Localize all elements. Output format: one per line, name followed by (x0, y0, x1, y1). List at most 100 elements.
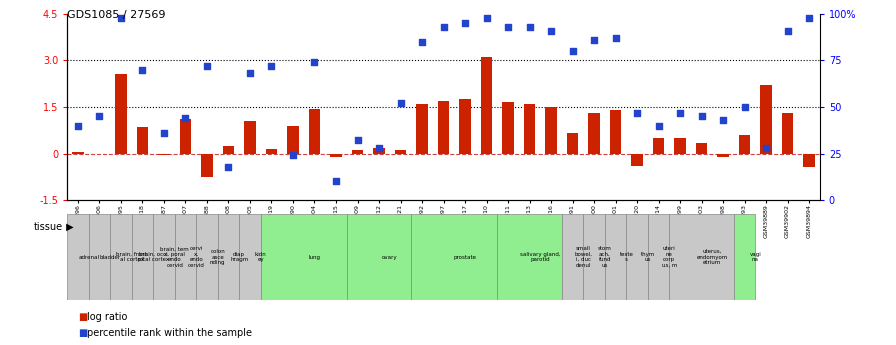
Bar (566, 133, 579, 154)
Point (243, 71, 257, 76)
Bar (330, 154, 342, 157)
Text: lung: lung (308, 255, 321, 259)
Point (479, 15, 494, 20)
Bar (158, 154, 170, 155)
Point (544, 28, 558, 33)
Point (329, 179, 343, 184)
Bar (562, 214, 583, 300)
Point (522, 24, 537, 30)
Bar (803, 154, 815, 168)
Text: stom
ach,
fund
us: stom ach, fund us (598, 246, 612, 268)
Bar (175, 214, 196, 300)
Point (221, 164, 236, 169)
Point (393, 100, 408, 106)
Bar (416, 104, 428, 154)
Bar (218, 214, 239, 300)
Bar (609, 110, 622, 154)
Text: diap
hragm: diap hragm (230, 252, 248, 262)
Point (716, 117, 730, 123)
Bar (347, 214, 411, 300)
Bar (734, 214, 755, 300)
Point (178, 115, 193, 121)
Bar (717, 154, 729, 157)
Bar (179, 119, 192, 154)
Bar (459, 99, 471, 154)
Point (458, 20, 472, 26)
Text: uteri
ne
corp
us, m: uteri ne corp us, m (661, 246, 677, 268)
Bar (674, 138, 686, 154)
Text: thym
us: thym us (641, 252, 655, 262)
Bar (373, 148, 385, 154)
Point (565, 48, 580, 54)
Bar (72, 152, 84, 154)
Text: ■: ■ (78, 328, 87, 338)
Point (608, 35, 623, 41)
Bar (652, 138, 665, 154)
Point (307, 59, 322, 65)
Point (501, 24, 515, 30)
Point (673, 110, 687, 115)
Bar (583, 214, 605, 300)
Bar (261, 214, 347, 300)
Text: small
bowel,
i, duc
denul: small bowel, i, duc denul (574, 246, 592, 268)
Text: cervi
x,
endo
cervid: cervi x, endo cervid (188, 246, 204, 268)
Point (350, 138, 365, 143)
Point (135, 67, 150, 72)
Text: ■: ■ (78, 313, 87, 322)
Bar (201, 154, 213, 177)
Bar (588, 113, 600, 154)
Bar (89, 214, 110, 300)
Text: ▶: ▶ (63, 222, 73, 232)
Point (200, 63, 214, 69)
Point (587, 37, 601, 43)
Bar (287, 126, 299, 154)
Bar (648, 214, 669, 300)
Point (92, 114, 107, 119)
Text: teste
s: teste s (619, 252, 633, 262)
Bar (437, 101, 450, 154)
Bar (222, 146, 235, 154)
Text: colon
asce
nding: colon asce nding (210, 249, 226, 265)
Bar (781, 113, 794, 154)
Bar (695, 143, 708, 154)
Point (802, 15, 816, 20)
Bar (239, 214, 261, 300)
Bar (760, 85, 772, 154)
Point (372, 145, 386, 151)
Text: kidn
ey: kidn ey (254, 252, 267, 262)
Point (436, 24, 451, 30)
Bar (631, 154, 643, 166)
Bar (626, 214, 648, 300)
Point (264, 63, 279, 69)
Text: adrenal: adrenal (78, 255, 99, 259)
Bar (115, 75, 127, 154)
Text: log ratio: log ratio (87, 313, 127, 322)
Bar (545, 107, 557, 154)
Bar (132, 214, 153, 300)
Bar (153, 214, 175, 300)
Bar (738, 135, 751, 154)
Bar (394, 150, 407, 154)
Text: brain, front
al cortex: brain, front al cortex (116, 252, 147, 262)
Text: percentile rank within the sample: percentile rank within the sample (87, 328, 252, 338)
Point (630, 110, 644, 115)
Bar (502, 102, 514, 154)
Bar (136, 127, 149, 154)
Point (759, 145, 773, 151)
Point (415, 39, 429, 45)
Text: salivary gland,
parotid: salivary gland, parotid (520, 252, 561, 262)
Text: vagi
na: vagi na (749, 252, 762, 262)
Bar (351, 150, 364, 154)
Bar (308, 108, 321, 154)
Bar (497, 214, 562, 300)
Bar (196, 214, 218, 300)
Text: brain, tem
x, poral
endo
cervid: brain, tem x, poral endo cervid (160, 246, 189, 268)
Text: uterus,
endomyom
etrium: uterus, endomyom etrium (696, 249, 728, 265)
Point (651, 123, 666, 128)
Text: prostate: prostate (453, 255, 477, 259)
Point (780, 28, 795, 33)
Point (737, 104, 752, 110)
Bar (265, 149, 278, 154)
Point (157, 130, 171, 136)
Point (71, 123, 85, 128)
